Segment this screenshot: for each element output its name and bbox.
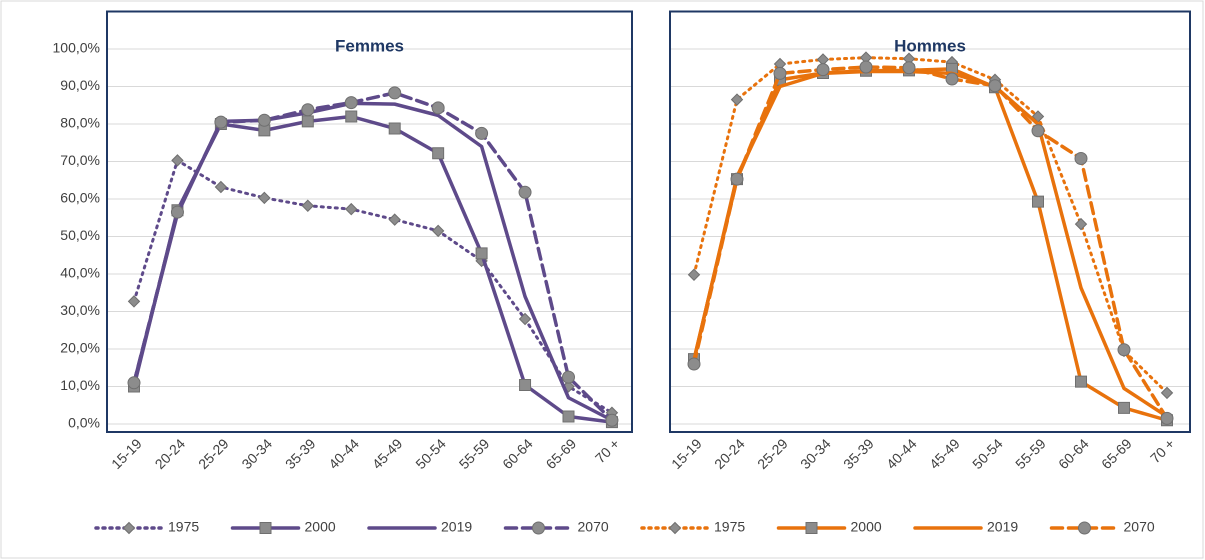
marker — [214, 180, 228, 194]
marker — [388, 86, 402, 100]
marker — [345, 110, 358, 123]
legend-label: 2019 — [987, 519, 1018, 535]
legend-label: 2070 — [1124, 519, 1155, 535]
y-tick-label: 20,0% — [60, 340, 100, 356]
marker — [902, 61, 916, 75]
marker — [431, 224, 445, 238]
series-line — [132, 158, 614, 415]
marker — [122, 521, 136, 535]
panel-title: Hommes — [894, 36, 966, 55]
y-tick-label: 60,0% — [60, 190, 100, 206]
marker — [1031, 124, 1045, 138]
marker — [1118, 401, 1130, 414]
marker — [1160, 386, 1174, 400]
series-line — [692, 67, 1169, 422]
y-tick-label: 80,0% — [60, 115, 100, 131]
marker — [1075, 375, 1087, 388]
legend-label: 1975 — [168, 519, 199, 535]
legend-label: 1975 — [714, 519, 745, 535]
marker — [1032, 195, 1044, 208]
marker — [475, 126, 489, 140]
marker — [301, 103, 315, 117]
y-tick-label: 30,0% — [60, 302, 100, 318]
marker — [475, 247, 488, 260]
marker — [171, 154, 184, 167]
marker — [345, 202, 358, 216]
marker — [1160, 411, 1174, 425]
marker — [388, 213, 401, 226]
marker — [1074, 152, 1088, 165]
marker — [562, 410, 575, 423]
marker — [687, 357, 701, 371]
marker — [257, 113, 271, 127]
marker — [518, 312, 532, 326]
marker — [668, 521, 682, 535]
marker — [805, 522, 818, 534]
panel-title: Femmes — [335, 36, 404, 55]
marker — [773, 66, 787, 80]
marker — [431, 101, 445, 115]
series-line — [692, 56, 1169, 395]
plot-border — [106, 10, 633, 433]
marker — [730, 93, 744, 106]
marker — [532, 521, 545, 535]
marker — [859, 60, 873, 74]
marker — [214, 115, 228, 129]
marker — [519, 379, 532, 391]
y-tick-label: 70,0% — [60, 152, 100, 168]
marker — [562, 370, 575, 384]
marker — [301, 115, 314, 128]
legend-label: 2019 — [441, 519, 472, 535]
marker — [605, 413, 619, 427]
marker — [1078, 521, 1091, 535]
y-tick-label: 10,0% — [60, 377, 100, 393]
legend-label: 2000 — [305, 519, 336, 535]
marker — [730, 172, 744, 186]
plot-border — [669, 10, 1191, 433]
marker — [687, 268, 701, 281]
marker — [127, 376, 141, 390]
y-tick-label: 40,0% — [60, 265, 100, 281]
y-tick-label: 0,0% — [68, 415, 100, 431]
marker — [301, 199, 315, 212]
marker — [259, 522, 272, 534]
y-tick-label: 90,0% — [60, 77, 100, 93]
marker — [258, 191, 271, 205]
legend-label: 2000 — [851, 519, 882, 535]
marker — [432, 147, 445, 160]
marker — [816, 63, 830, 77]
series-line — [692, 65, 1169, 421]
marker — [344, 96, 358, 110]
marker — [988, 79, 1002, 93]
y-tick-label: 100,0% — [53, 40, 100, 56]
marker — [518, 185, 532, 199]
legend-label: 2070 — [578, 519, 609, 535]
marker — [945, 72, 959, 86]
marker — [170, 205, 184, 219]
marker — [1074, 217, 1088, 231]
marker — [127, 295, 141, 308]
series-line — [692, 69, 1169, 419]
marker — [1117, 343, 1131, 357]
y-tick-label: 50,0% — [60, 227, 100, 243]
series-line — [132, 91, 614, 422]
marker — [388, 122, 401, 135]
